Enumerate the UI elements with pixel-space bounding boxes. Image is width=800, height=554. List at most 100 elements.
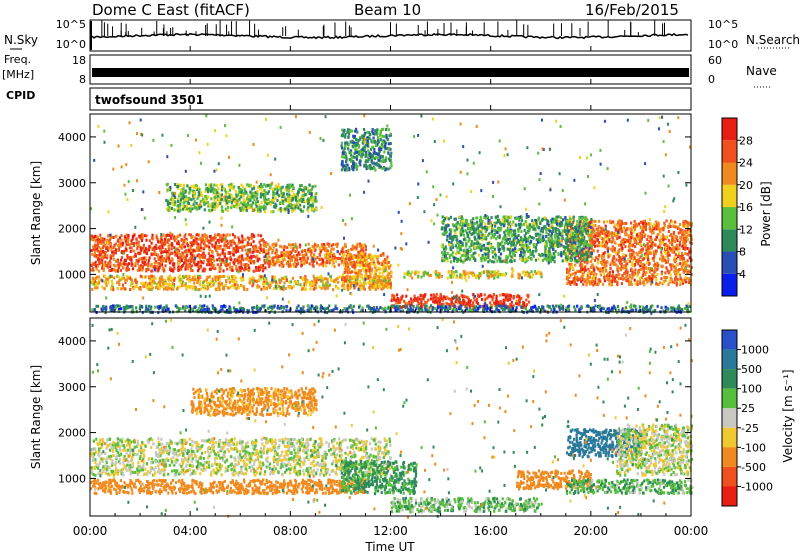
- power-cell: [182, 241, 185, 245]
- power-cell: [196, 248, 199, 252]
- power-cell: [422, 303, 425, 307]
- power-cell: [247, 251, 250, 255]
- power-cell: [251, 233, 254, 237]
- power-cell: [191, 192, 194, 196]
- power-cell: [297, 251, 300, 255]
- power-cell: [266, 281, 269, 285]
- power-cell: [292, 192, 295, 196]
- power-cell: [660, 277, 663, 281]
- power-cell: [198, 245, 201, 249]
- power-cell: [114, 251, 117, 255]
- power-cell: [592, 242, 595, 246]
- power-cell: [150, 241, 153, 245]
- power-cell: [262, 283, 266, 286]
- power-cell: [205, 197, 208, 201]
- power-cell: [108, 262, 111, 266]
- power-cell: [634, 245, 637, 248]
- power-cell: [104, 243, 107, 247]
- power-cell: [237, 203, 241, 207]
- power-cell: [212, 256, 215, 259]
- power-cell: [659, 257, 662, 261]
- power-cell: [103, 253, 106, 257]
- power-cell: [628, 246, 631, 250]
- power-cell: [213, 199, 216, 203]
- power-cell: [262, 204, 266, 208]
- power-cell: [469, 271, 472, 275]
- power-cell: [349, 276, 352, 280]
- power-cell: [307, 206, 310, 210]
- power-cell: [495, 272, 498, 275]
- power-cell: [117, 244, 120, 248]
- power-cell: [690, 266, 693, 269]
- power-cell: [687, 233, 690, 237]
- power-cell: [235, 205, 238, 209]
- power-cell: [451, 303, 454, 307]
- power-cell: [258, 251, 262, 255]
- power-cell: [652, 250, 656, 254]
- power-cell: [608, 278, 611, 282]
- power-cell: [595, 282, 598, 286]
- power-cell: [624, 228, 627, 232]
- power-cell: [315, 192, 318, 196]
- power-cell: [467, 272, 470, 276]
- power-cell: [228, 183, 231, 187]
- power-cell: [240, 283, 243, 287]
- power-cell: [350, 262, 353, 266]
- power-cell: [228, 257, 231, 261]
- power-cell: [102, 268, 105, 272]
- power-cell: [112, 288, 115, 292]
- power-cell: [668, 253, 671, 257]
- power-cell: [256, 259, 259, 263]
- power-cell: [139, 286, 142, 289]
- power-cell: [96, 249, 100, 253]
- power-cell: [168, 243, 171, 247]
- power-cell: [197, 194, 200, 198]
- power-cell: [249, 248, 252, 251]
- power-cell: [213, 183, 216, 187]
- power-cell: [486, 274, 489, 278]
- power-cell: [370, 272, 373, 276]
- power-cell: [166, 282, 169, 286]
- power-cell: [258, 203, 261, 207]
- power-cell: [179, 200, 182, 204]
- power-cell: [630, 282, 633, 286]
- power-cell: [258, 257, 261, 261]
- power-cell: [195, 240, 198, 244]
- power-cell: [176, 199, 179, 203]
- power-cell: [463, 272, 467, 276]
- power-cell: [401, 294, 404, 298]
- power-cell: [108, 242, 112, 246]
- power-cell: [127, 256, 130, 260]
- power-cell: [447, 303, 450, 307]
- power-cell: [105, 247, 108, 250]
- power-cell: [644, 277, 647, 281]
- power-cell: [472, 293, 475, 296]
- power-cell: [463, 276, 466, 279]
- power-cell: [643, 282, 646, 286]
- power-cell: [206, 239, 209, 243]
- power-cell: [219, 257, 223, 261]
- power-cell: [678, 247, 681, 251]
- power-cell: [661, 282, 664, 286]
- power-cell: [667, 251, 670, 255]
- power-cell: [413, 297, 416, 301]
- power-cell: [205, 287, 208, 291]
- power-cell: [614, 279, 617, 283]
- power-cell: [359, 245, 362, 248]
- power-cell: [176, 235, 179, 238]
- power-cell: [221, 258, 224, 262]
- power-cell: [243, 191, 246, 195]
- power-cell: [141, 236, 144, 240]
- power-cell: [120, 256, 124, 260]
- power-cell: [621, 248, 624, 252]
- power-cell: [672, 245, 675, 249]
- power-cell: [280, 261, 283, 264]
- power-cell: [144, 258, 147, 262]
- power-cell: [222, 233, 225, 237]
- power-cell: [244, 199, 247, 203]
- power-cell: [318, 252, 321, 256]
- power-cell: [670, 278, 673, 282]
- power-cell: [142, 281, 145, 285]
- power-cell: [251, 284, 254, 288]
- power-cell: [661, 241, 664, 244]
